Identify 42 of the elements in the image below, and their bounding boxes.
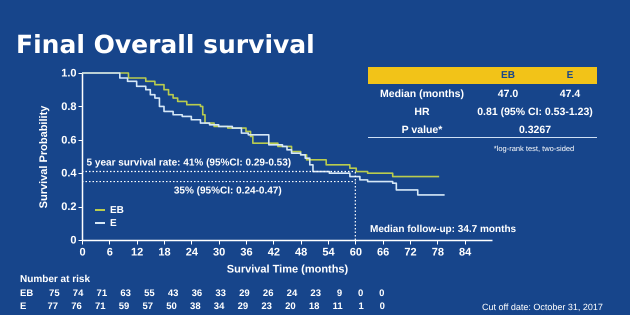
text: 47.4	[558, 88, 582, 100]
x-tick-label: 36	[240, 246, 253, 258]
x-tick-label: 60	[350, 246, 362, 258]
y-tick-label: 0.4	[61, 168, 78, 180]
x-tick-label: 54	[322, 246, 336, 258]
text: Number at risk	[20, 274, 90, 285]
x-tick-label: 42	[268, 246, 280, 258]
ref-line-label: 5 year survival rate: 41% (95%CI: 0.29-0.53)	[86, 158, 292, 169]
y-tick-label: 0.6	[61, 134, 76, 146]
text: EB	[500, 70, 516, 81]
annotation: Median follow-up: 34.7 months	[370, 224, 516, 235]
y-tick-label: 0.8	[61, 100, 76, 113]
annotation: HR	[413, 106, 431, 118]
text: 47.0	[496, 88, 520, 100]
annotation: 0.81 (95% CI: 0.53-1.23)	[476, 106, 594, 118]
x-tick-label: 72	[404, 246, 417, 258]
y-axis-title: Survival Probability	[38, 104, 50, 208]
y-tick-label: 1.0	[61, 68, 76, 80]
annotation: P value*	[400, 124, 444, 136]
text: Cut off date: October 31, 2017	[482, 302, 603, 312]
x-tick-label: 0	[79, 246, 86, 258]
x-tick-label: 48	[295, 246, 308, 258]
legend-label: EB	[110, 205, 124, 216]
x-tick-label: 66	[377, 246, 390, 258]
x-axis-title: Survival Time (months)	[226, 264, 349, 276]
x-tick-label: 24	[186, 246, 199, 258]
annotation: Median (months)	[379, 88, 465, 100]
legend-label: E	[110, 218, 117, 229]
text: 0.3267	[518, 124, 552, 136]
x-tick-label: 84	[459, 246, 472, 258]
ref-line-label: 35% (95%CI: 0.24-0.47)	[174, 186, 282, 197]
y-tick-label: 0	[70, 234, 76, 246]
x-tick-label: 18	[158, 246, 171, 258]
text: EB 75 74 71 63 55 43 36 33 29 26 24 23 9 0 0	[20, 288, 384, 299]
y-tick-label: 0.2	[61, 201, 76, 214]
x-tick-label: 12	[131, 246, 144, 258]
x-tick-label: 30	[213, 246, 226, 258]
x-tick-label: 78	[432, 246, 444, 258]
text: E	[566, 70, 574, 81]
text: E 77 76 71 59 57 50 38 34 29 23 20 18 11 1 0	[20, 301, 385, 312]
x-tick-label: 6	[106, 246, 113, 258]
chart-title: Final Overall survival	[16, 30, 315, 59]
